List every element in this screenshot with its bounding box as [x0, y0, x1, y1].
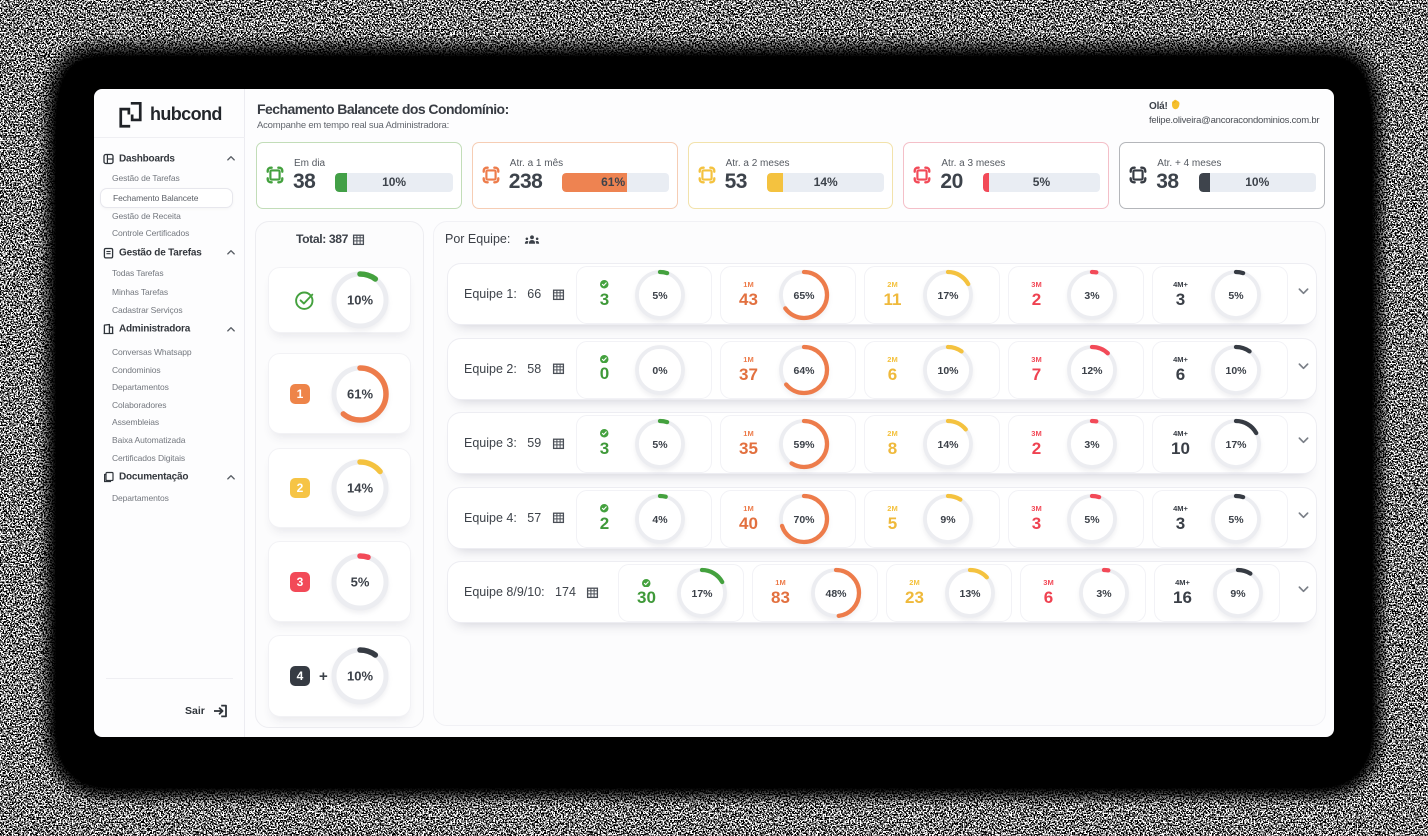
svg-text:17%: 17%	[937, 290, 959, 302]
svg-text:5%: 5%	[652, 439, 668, 451]
svg-text:3%: 3%	[1084, 439, 1100, 451]
svg-text:10%: 10%	[1225, 364, 1247, 376]
svg-text:59%: 59%	[793, 439, 815, 451]
svg-text:65%: 65%	[793, 290, 815, 302]
svg-text:3%: 3%	[1084, 290, 1100, 302]
svg-text:9%: 9%	[1230, 588, 1246, 600]
svg-text:12%: 12%	[1081, 364, 1103, 376]
svg-text:5%: 5%	[1084, 514, 1100, 526]
svg-text:14%: 14%	[347, 481, 373, 496]
svg-text:17%: 17%	[691, 588, 713, 600]
svg-text:5%: 5%	[351, 574, 370, 589]
svg-text:5%: 5%	[652, 290, 668, 302]
svg-text:0%: 0%	[652, 364, 668, 376]
svg-text:14%: 14%	[937, 439, 959, 451]
svg-text:64%: 64%	[793, 364, 815, 376]
svg-text:5%: 5%	[1228, 290, 1244, 302]
svg-text:10%: 10%	[937, 364, 959, 376]
svg-text:10%: 10%	[347, 669, 373, 684]
svg-text:70%: 70%	[793, 514, 815, 526]
svg-text:10%: 10%	[347, 293, 373, 308]
svg-text:13%: 13%	[959, 588, 981, 600]
svg-text:61%: 61%	[347, 386, 373, 401]
svg-text:17%: 17%	[1225, 439, 1247, 451]
svg-text:3%: 3%	[1096, 588, 1112, 600]
svg-text:9%: 9%	[940, 514, 956, 526]
svg-text:48%: 48%	[825, 588, 847, 600]
svg-text:4%: 4%	[652, 514, 668, 526]
svg-text:5%: 5%	[1228, 514, 1244, 526]
